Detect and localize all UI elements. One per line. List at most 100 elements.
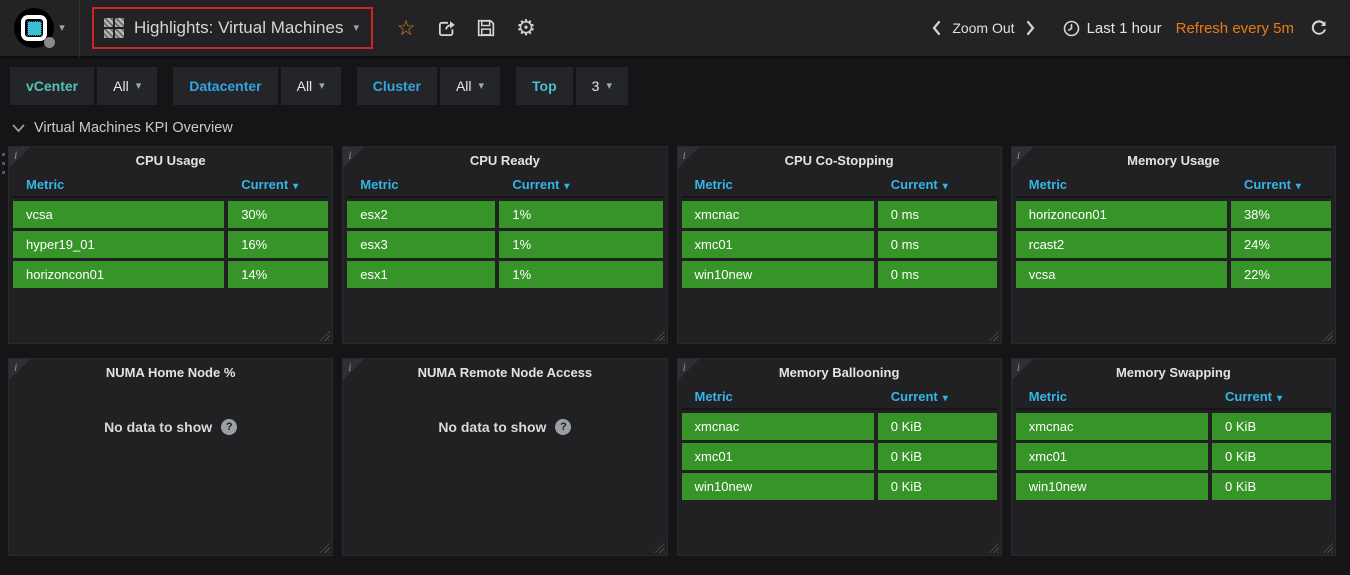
column-header-current[interactable]: Current ▾ [890,389,948,404]
dashboard-grid-icon [104,18,124,38]
zoom-out-button[interactable]: Zoom Out [952,20,1015,36]
panel-resize-handle[interactable] [1320,540,1333,553]
info-icon[interactable]: i [1011,359,1034,381]
filter-label-vcenter[interactable]: vCenter [10,67,95,105]
panel-resize-handle[interactable] [985,540,999,553]
metric-cell: esx1 [347,261,496,288]
time-range-picker[interactable]: Last 1 hour [1063,20,1162,37]
table-row: esx1 1% [347,261,663,288]
panels-grid: i CPU Usage Metric Current ▾ vcsa 30% hyper19_0… [8,146,1336,556]
info-icon[interactable]: i [343,147,366,169]
filter-value-dropdown-datacenter[interactable]: All ▾ [280,67,341,105]
column-header-current[interactable]: Current ▾ [1243,177,1301,192]
panel-title[interactable]: Memory Ballooning [778,365,900,380]
panel-memory-ballooning: i Memory Ballooning Metric Current ▾ xmcnac 0 … [676,358,1002,556]
sort-caret-icon: ▾ [293,181,299,192]
table-row: esx3 1% [347,231,663,258]
row-toggle-vm-kpi-overview[interactable]: Virtual Machines KPI Overview [0,106,1350,144]
column-header-current[interactable]: Current ▾ [1225,389,1283,404]
column-header-current[interactable]: Current ▾ [241,177,299,192]
table-row: win10new 0 ms [681,261,997,288]
column-header-metric[interactable]: Metric [360,177,399,192]
filter-label-cluster[interactable]: Cluster [356,67,437,105]
filter-selected-value: All [113,78,129,94]
table-row: xmc01 0 KiB [681,443,997,470]
chevron-down-icon: ▾ [478,79,485,92]
panel-title[interactable]: CPU Usage [135,153,206,168]
table-body: xmcnac 0 KiB xmc01 0 KiB win10new 0 KiB [681,413,997,500]
table-row: win10new 0 KiB [681,473,997,500]
panel-title[interactable]: NUMA Home Node % [105,365,236,380]
info-icon[interactable]: i [677,147,700,169]
info-icon[interactable]: i [9,359,31,381]
dashboard-title-dropdown[interactable]: Highlights: Virtual Machines ▾ [92,7,373,49]
table-header-row: Metric Current ▾ [13,174,329,198]
filter-vcenter: vCenter All ▾ [10,67,158,105]
value-cell: 0 KiB [1212,413,1331,440]
dashboard-title: Highlights: Virtual Machines [134,18,344,37]
filter-value-dropdown-cluster[interactable]: All ▾ [439,67,501,105]
panel-memory-usage: i Memory Usage Metric Current ▾ horizoncon01 3… [1010,146,1336,344]
column-header-current[interactable]: Current ▾ [890,177,948,192]
table-row: xmcnac 0 KiB [1015,413,1331,440]
panel-numa-remote-node-access: i NUMA Remote Node Access No data to show? [342,358,668,556]
filter-value-dropdown-vcenter[interactable]: All ▾ [97,67,158,105]
dashboard-actions: ☆ ⚙ [393,15,539,41]
filter-label-datacenter[interactable]: Datacenter [173,67,278,105]
column-header-metric[interactable]: Metric [26,177,65,192]
settings-gear-icon[interactable]: ⚙ [516,15,536,40]
panel-resize-handle[interactable] [317,540,331,553]
help-icon[interactable]: ? [221,419,238,435]
column-header-metric[interactable]: Metric [1028,389,1068,404]
table-row: vcsa 30% [13,201,329,228]
info-icon[interactable]: i [677,359,700,381]
metric-cell: rcast2 [1015,231,1227,258]
panel-title[interactable]: Memory Usage [1127,153,1220,168]
no-data-text: No data to show [104,419,213,435]
chevron-left-icon[interactable] [930,20,942,36]
table-row: rcast2 24% [1015,231,1331,258]
table-header-row: Metric Current ▾ [347,174,663,198]
panel-resize-handle[interactable] [317,328,331,341]
save-icon[interactable] [473,15,499,41]
value-cell: 1% [499,231,663,258]
column-header-metric[interactable]: Metric [694,389,733,404]
value-cell: 38% [1230,201,1331,228]
metric-table: Metric Current ▾ esx2 1% esx3 1% esx1 1% [343,174,666,288]
table-row: xmc01 0 ms [681,231,997,258]
row-drag-handle[interactable] [2,153,6,180]
panel-resize-handle[interactable] [1320,328,1333,341]
metric-cell: esx2 [347,201,496,228]
panel-cpu-ready: i CPU Ready Metric Current ▾ esx2 1% esx3 1% esx1… [342,146,668,344]
panel-title[interactable]: Memory Swapping [1115,365,1231,380]
panel-resize-handle[interactable] [651,540,665,553]
table-body: vcsa 30% hyper19_01 16% horizoncon01 14% [13,201,329,288]
info-icon[interactable]: i [1011,147,1034,169]
metric-cell: xmcnac [1015,413,1209,440]
chevron-right-icon[interactable] [1025,20,1037,36]
column-header-metric[interactable]: Metric [694,177,733,192]
info-icon[interactable]: i [343,359,366,381]
table-row: win10new 0 KiB [1015,473,1331,500]
refresh-icon[interactable] [1306,15,1332,41]
refresh-interval-button[interactable]: Refresh every 5m [1175,19,1294,37]
value-cell: 0 ms [877,231,997,258]
panel-title[interactable]: CPU Co-Stopping [784,153,894,168]
table-row: xmcnac 0 ms [681,201,997,228]
app-menu-button[interactable]: ▾ [0,0,80,57]
column-header-current[interactable]: Current ▾ [512,177,570,192]
panel-resize-handle[interactable] [985,328,999,341]
filter-value-dropdown-top[interactable]: 3 ▾ [575,67,628,105]
value-cell: 30% [228,201,329,228]
filter-label-top[interactable]: Top [516,67,573,105]
star-icon[interactable]: ☆ [396,16,416,40]
panel-title[interactable]: CPU Ready [469,153,540,168]
info-icon[interactable]: i [9,147,31,169]
panel-title[interactable]: NUMA Remote Node Access [417,365,593,380]
logo-dropdown-caret: ▾ [59,21,65,34]
help-icon[interactable]: ? [555,419,572,435]
share-icon[interactable] [433,15,459,41]
metric-cell: xmcnac [681,201,874,228]
column-header-metric[interactable]: Metric [1028,177,1068,192]
panel-resize-handle[interactable] [651,328,665,341]
